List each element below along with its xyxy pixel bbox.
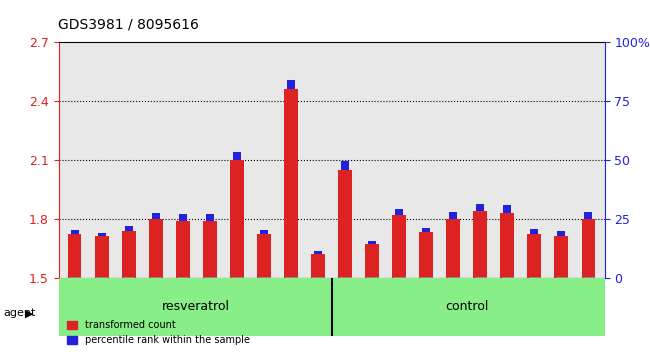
Bar: [447, 219, 460, 278]
Bar: [530, 229, 538, 234]
Text: GSM801210: GSM801210: [233, 279, 241, 325]
Text: GSM801212: GSM801212: [530, 279, 539, 324]
Text: resveratrol: resveratrol: [162, 301, 230, 313]
Legend: transformed count, percentile rank within the sample: transformed count, percentile rank withi…: [63, 316, 254, 349]
Text: GSM801203: GSM801203: [124, 279, 133, 325]
Bar: [233, 152, 241, 160]
Bar: [395, 209, 403, 215]
Text: GSM801214: GSM801214: [557, 279, 566, 325]
Text: GSM801206: GSM801206: [448, 279, 458, 325]
Text: control: control: [445, 301, 488, 313]
Bar: [122, 230, 136, 278]
Bar: [554, 236, 568, 278]
Bar: [68, 234, 81, 278]
Bar: [422, 228, 430, 233]
Text: GSM801199: GSM801199: [341, 279, 350, 325]
Bar: [314, 251, 322, 254]
Bar: [473, 211, 487, 278]
Bar: [584, 212, 592, 219]
Text: GSM801204: GSM801204: [422, 279, 430, 325]
Bar: [98, 233, 106, 236]
Text: GSM801209: GSM801209: [205, 279, 214, 325]
Text: GSM801211: GSM801211: [502, 279, 512, 324]
Bar: [557, 232, 566, 236]
Bar: [260, 229, 268, 234]
Text: GSM801208: GSM801208: [476, 279, 485, 325]
Bar: [203, 221, 216, 278]
Bar: [527, 234, 541, 278]
Bar: [365, 244, 379, 278]
Bar: [179, 215, 187, 221]
Text: GSM801205: GSM801205: [151, 279, 161, 325]
Bar: [368, 241, 376, 244]
Text: GSM801207: GSM801207: [178, 279, 187, 325]
Bar: [582, 219, 595, 278]
Text: GSM801202: GSM801202: [395, 279, 404, 325]
Bar: [230, 160, 244, 278]
Bar: [95, 236, 109, 278]
Bar: [476, 204, 484, 211]
Bar: [500, 213, 514, 278]
Bar: [341, 161, 349, 170]
Text: GSM801213: GSM801213: [259, 279, 268, 325]
Bar: [125, 225, 133, 230]
Bar: [332, 278, 604, 336]
Bar: [206, 214, 214, 221]
Text: GSM801201: GSM801201: [367, 279, 376, 325]
Bar: [58, 278, 332, 336]
Bar: [449, 212, 457, 219]
Text: GSM801215: GSM801215: [287, 279, 296, 325]
Bar: [149, 219, 162, 278]
Text: agent: agent: [3, 308, 36, 318]
Bar: [151, 213, 160, 219]
Text: ▶: ▶: [25, 308, 33, 318]
Bar: [176, 221, 190, 278]
Text: GDS3981 / 8095616: GDS3981 / 8095616: [58, 18, 200, 32]
Bar: [503, 205, 512, 213]
Bar: [338, 170, 352, 278]
Bar: [419, 233, 433, 278]
Text: GSM801217: GSM801217: [313, 279, 322, 325]
Text: GSM801216: GSM801216: [584, 279, 593, 325]
Bar: [257, 234, 270, 278]
Bar: [311, 254, 325, 278]
Bar: [287, 80, 295, 90]
Bar: [393, 215, 406, 278]
Bar: [284, 90, 298, 278]
Bar: [71, 230, 79, 234]
Text: GSM801198: GSM801198: [70, 279, 79, 325]
Text: GSM801200: GSM801200: [98, 279, 106, 325]
